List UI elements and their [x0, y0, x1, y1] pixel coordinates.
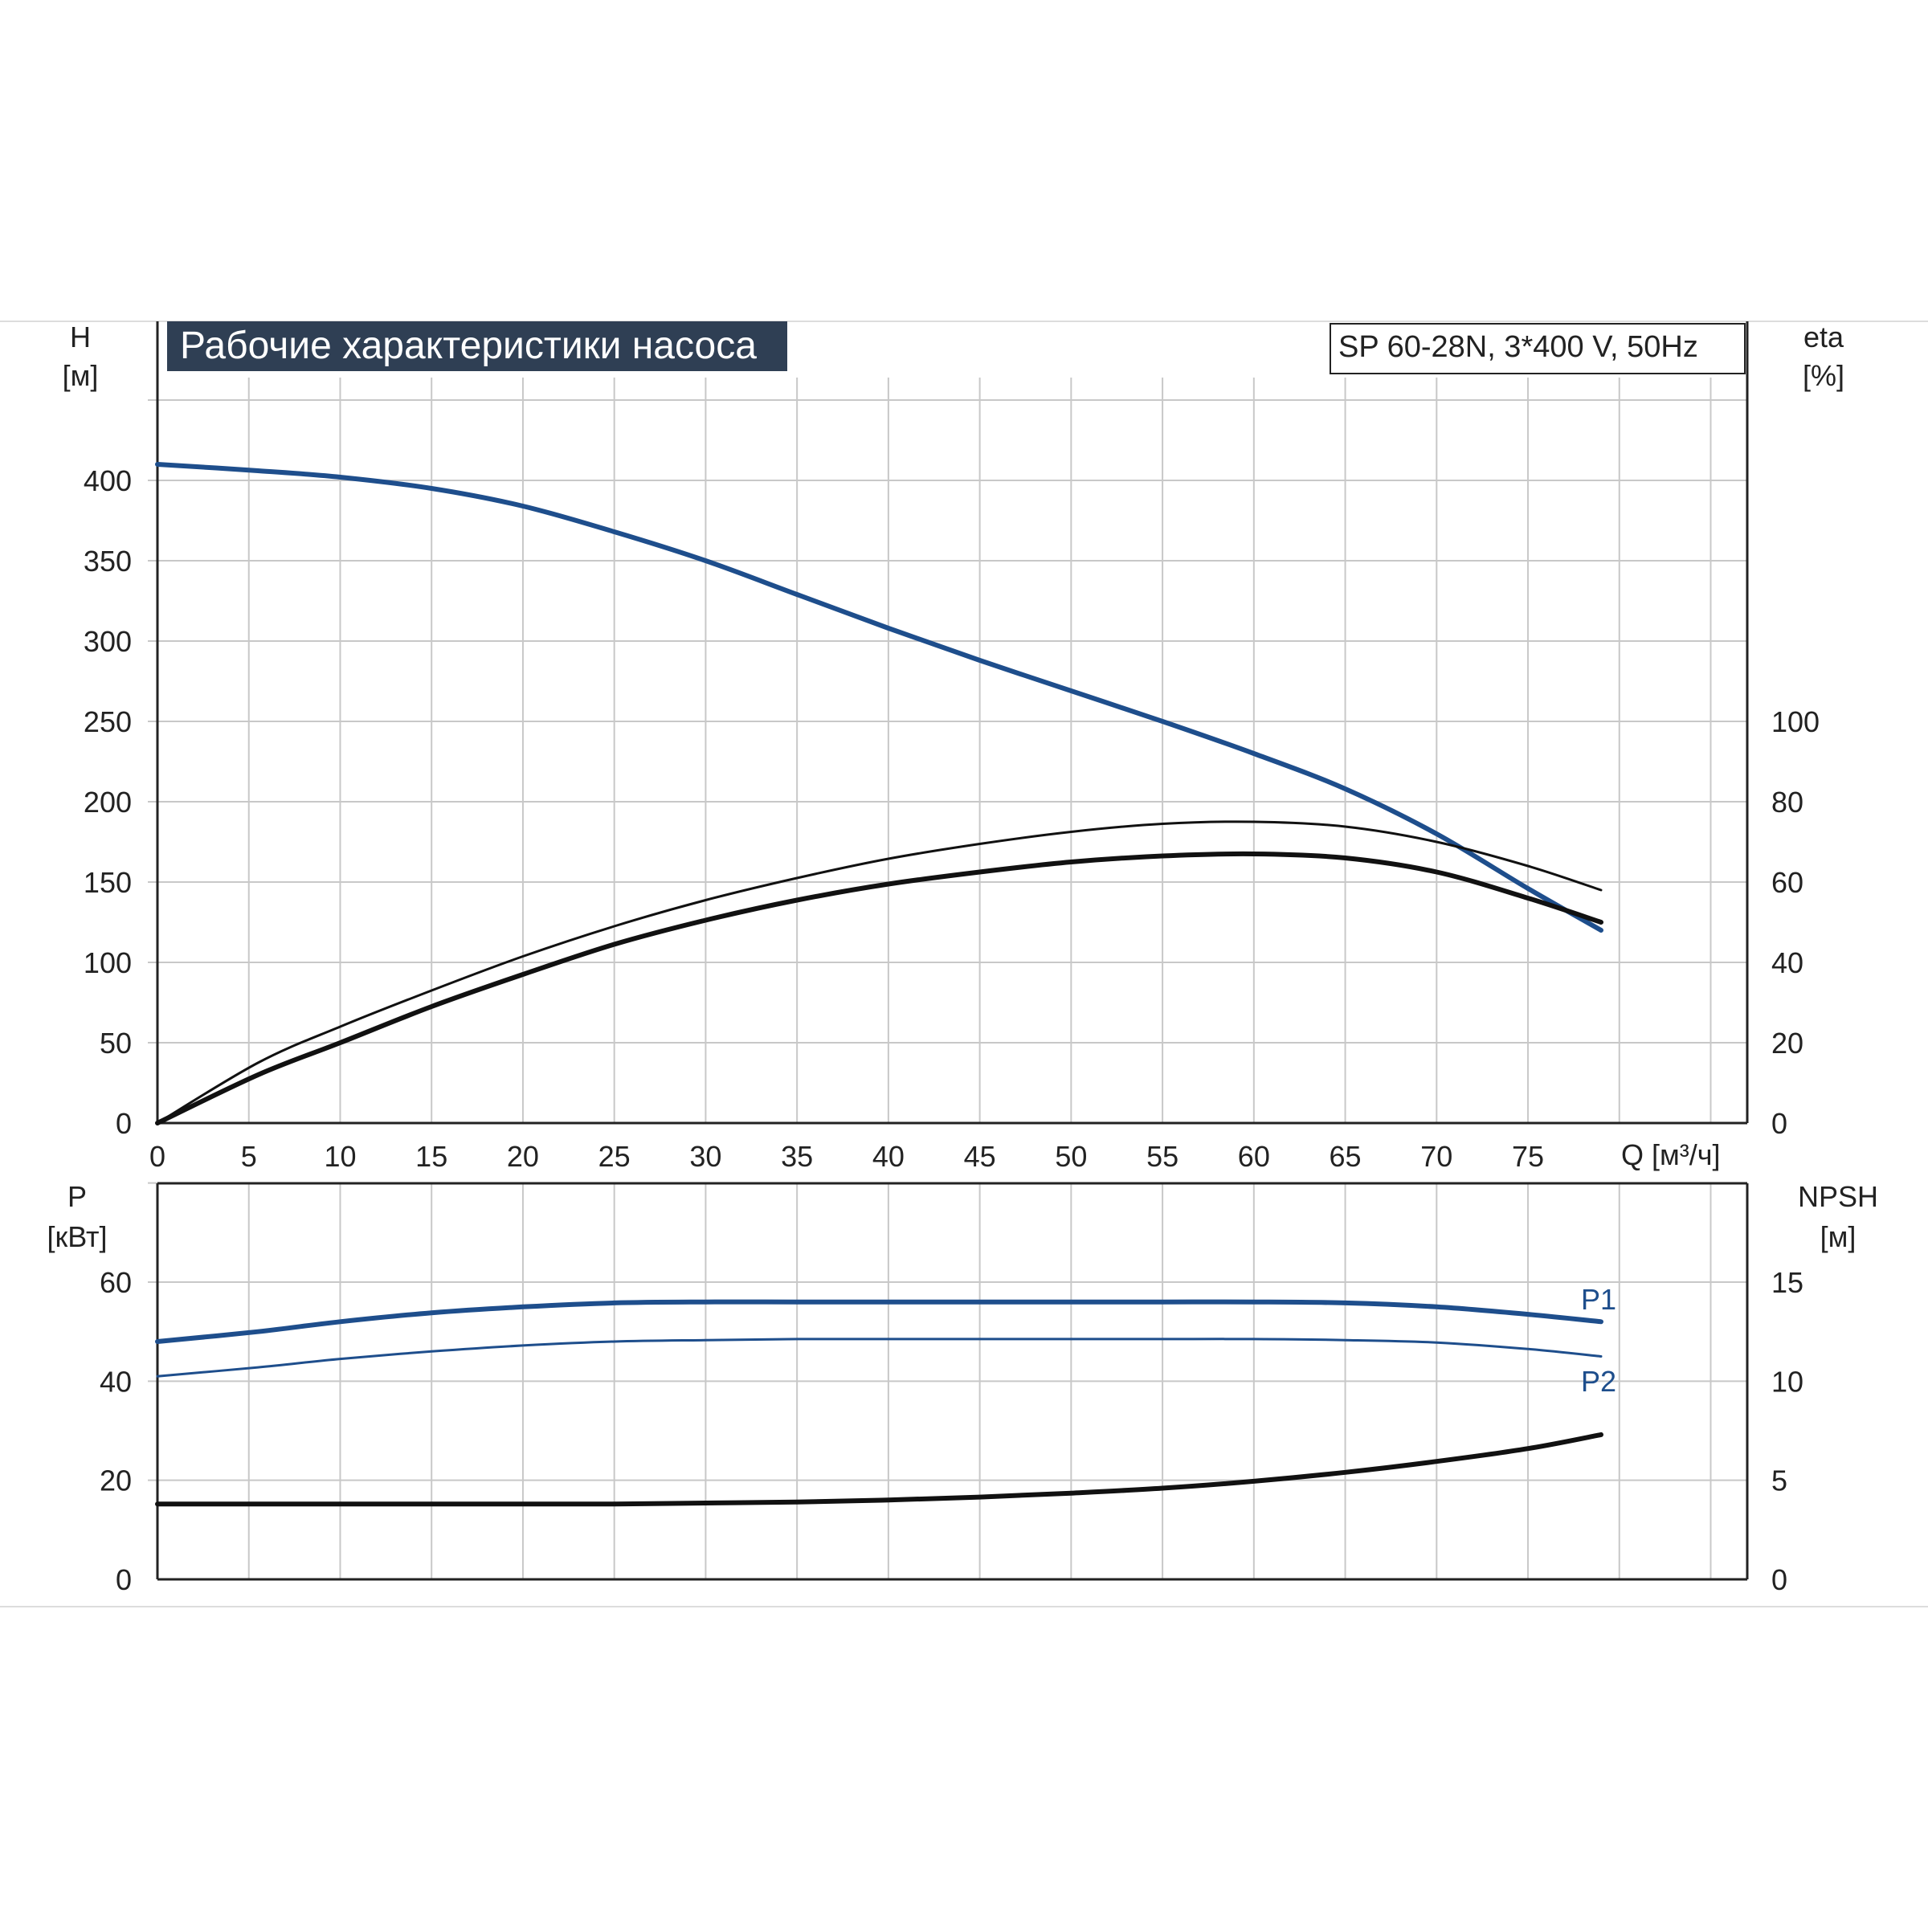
model-label-box [1330, 323, 1746, 374]
eta-tick-label: 0 [1771, 1107, 1787, 1140]
series-p1-line [155, 1299, 1603, 1344]
x-tick-label: 25 [598, 1140, 631, 1173]
x-tick-label: 5 [241, 1140, 257, 1173]
p-tick-label: 0 [116, 1563, 132, 1596]
h-axis-unit: [м] [63, 359, 99, 392]
eta-axis-unit: [%] [1803, 359, 1844, 392]
h-tick-label: 100 [84, 946, 132, 979]
p-tick-label: 60 [100, 1266, 132, 1299]
x-tick-label: 60 [1238, 1140, 1270, 1173]
bottom-panel-ticks: 0 20 40 60 0 5 10 15 [100, 1266, 1803, 1596]
npsh-tick-label: 5 [1771, 1464, 1787, 1497]
x-tick-label: 65 [1330, 1140, 1362, 1173]
x-tick-label: 40 [872, 1140, 905, 1173]
x-tick-label: 0 [149, 1140, 165, 1173]
npsh-axis-label: NPSH [1798, 1180, 1878, 1213]
x-tick-label: 10 [324, 1140, 356, 1173]
h-tick-label: 200 [84, 786, 132, 819]
h-tick-label: 0 [116, 1107, 132, 1140]
model-label: SP 60-28N, 3*400 V, 50Hz [1338, 330, 1698, 364]
top-panel-grid [148, 378, 1747, 1123]
series-p2-line [156, 1338, 1603, 1378]
h-tick-label: 300 [84, 625, 132, 658]
h-tick-label: 250 [84, 705, 132, 738]
series-h-line [155, 462, 1603, 933]
x-tick-label: 55 [1146, 1140, 1178, 1173]
h-tick-label: 350 [84, 545, 132, 578]
eta-tick-label: 40 [1771, 946, 1803, 979]
x-tick-label: 30 [689, 1140, 721, 1173]
h-axis-label: H [70, 321, 91, 353]
bottom-panel-frame [156, 1182, 1749, 1581]
h-tick-label: 400 [84, 464, 132, 497]
p-tick-label: 20 [100, 1464, 132, 1497]
series-eta-thick-line [155, 851, 1603, 1125]
npsh-tick-label: 15 [1771, 1266, 1803, 1299]
bottom-panel-grid [148, 1182, 1747, 1579]
npsh-axis-unit: [м] [1820, 1220, 1857, 1253]
p-axis-unit: [кВт] [47, 1220, 107, 1253]
npsh-tick-label: 10 [1771, 1365, 1803, 1398]
npsh-tick-label: 0 [1771, 1563, 1787, 1596]
x-tick-label: 15 [415, 1140, 447, 1173]
p-axis-label: P [67, 1180, 87, 1213]
h-tick-label: 50 [100, 1027, 132, 1060]
top-panel-ticks: 0 5 10 15 20 25 30 35 40 45 50 55 60 65 70 75 0 50 100 150 2… [84, 464, 1820, 1173]
eta-tick-label: 80 [1771, 786, 1803, 819]
q-axis-label: Q [м³/ч] [1621, 1138, 1721, 1171]
x-tick-label: 20 [507, 1140, 539, 1173]
p1-series-label: P1 [1581, 1283, 1616, 1316]
series-eta-thin-line [156, 820, 1603, 1125]
series-npsh-line [155, 1432, 1603, 1507]
x-tick-label: 70 [1420, 1140, 1452, 1173]
p-tick-label: 40 [100, 1365, 132, 1398]
eta-axis-label: eta [1803, 321, 1844, 353]
top-panel-frame [156, 321, 1749, 1125]
p2-series-label: P2 [1581, 1365, 1616, 1398]
eta-tick-label: 20 [1771, 1027, 1803, 1060]
x-tick-label: 45 [964, 1140, 996, 1173]
title-box [167, 321, 787, 371]
eta-tick-label: 60 [1771, 866, 1803, 899]
chart-title: Рабочие характеристики насоса [180, 325, 757, 367]
x-tick-label: 75 [1512, 1140, 1544, 1173]
series-layer [155, 462, 1603, 1507]
eta-tick-label: 100 [1771, 705, 1820, 738]
x-tick-label: 50 [1055, 1140, 1087, 1173]
h-tick-label: 150 [84, 866, 132, 899]
x-tick-label: 35 [781, 1140, 813, 1173]
